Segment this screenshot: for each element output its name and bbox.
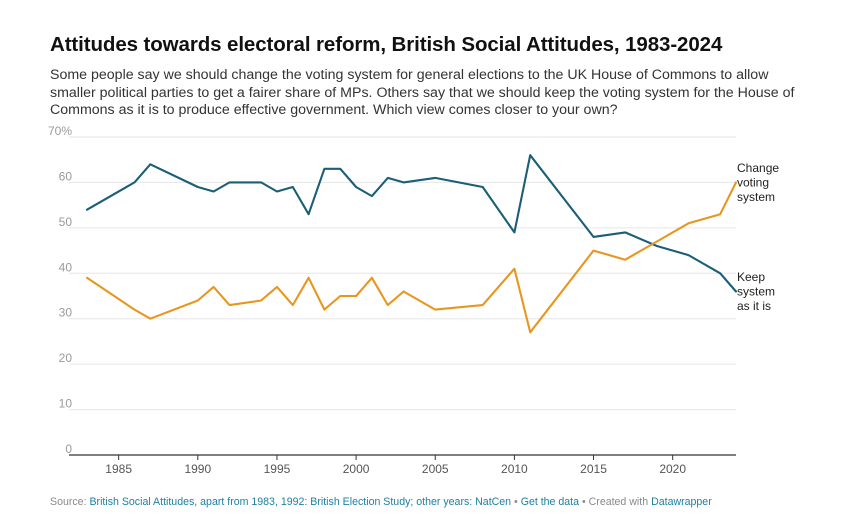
y-tick-label: 70% xyxy=(48,124,72,138)
x-tick-label: 2020 xyxy=(659,462,686,476)
get-data-link[interactable]: Get the data xyxy=(520,496,580,508)
y-tick-label: 60 xyxy=(59,169,73,183)
x-tick-label: 2005 xyxy=(422,462,449,476)
series-label-keep: Keep xyxy=(737,270,765,284)
series-label-keep: as it is xyxy=(737,299,771,313)
series-label-change: Change xyxy=(737,161,779,175)
source-link[interactable]: British Social Attitudes, apart from 198… xyxy=(89,496,512,508)
chart-subtitle: Some people say we should change the vot… xyxy=(50,67,795,118)
x-tick-label: 1990 xyxy=(184,462,211,476)
y-tick-label: 40 xyxy=(59,260,73,274)
y-tick-label: 10 xyxy=(59,397,73,411)
series-line-change xyxy=(85,181,738,334)
chart-title: Attitudes towards electoral reform, Brit… xyxy=(50,33,723,56)
y-tick-label: 50 xyxy=(59,215,73,229)
x-tick-label: 1985 xyxy=(105,462,132,476)
datawrapper-link[interactable]: Datawrapper xyxy=(651,496,712,508)
created-with-label: Created with xyxy=(588,496,649,508)
series-label-change: voting xyxy=(737,175,769,189)
footer-separator: • xyxy=(581,496,586,508)
x-tick-label: 2015 xyxy=(580,462,607,476)
y-tick-label: 30 xyxy=(59,306,73,320)
y-tick-label: 20 xyxy=(59,351,73,365)
x-tick-label: 1995 xyxy=(264,462,291,476)
series-label-keep: system xyxy=(737,284,775,298)
series-line-keep xyxy=(85,154,738,293)
source-label: Source: xyxy=(50,496,87,508)
chart-footer: Source: British Social Attitudes, apart … xyxy=(50,496,712,508)
x-tick-label: 2010 xyxy=(501,462,528,476)
footer-separator: • xyxy=(514,496,518,508)
y-tick-label: 0 xyxy=(65,442,72,456)
x-tick-label: 2000 xyxy=(343,462,370,476)
series-label-change: system xyxy=(737,190,775,204)
